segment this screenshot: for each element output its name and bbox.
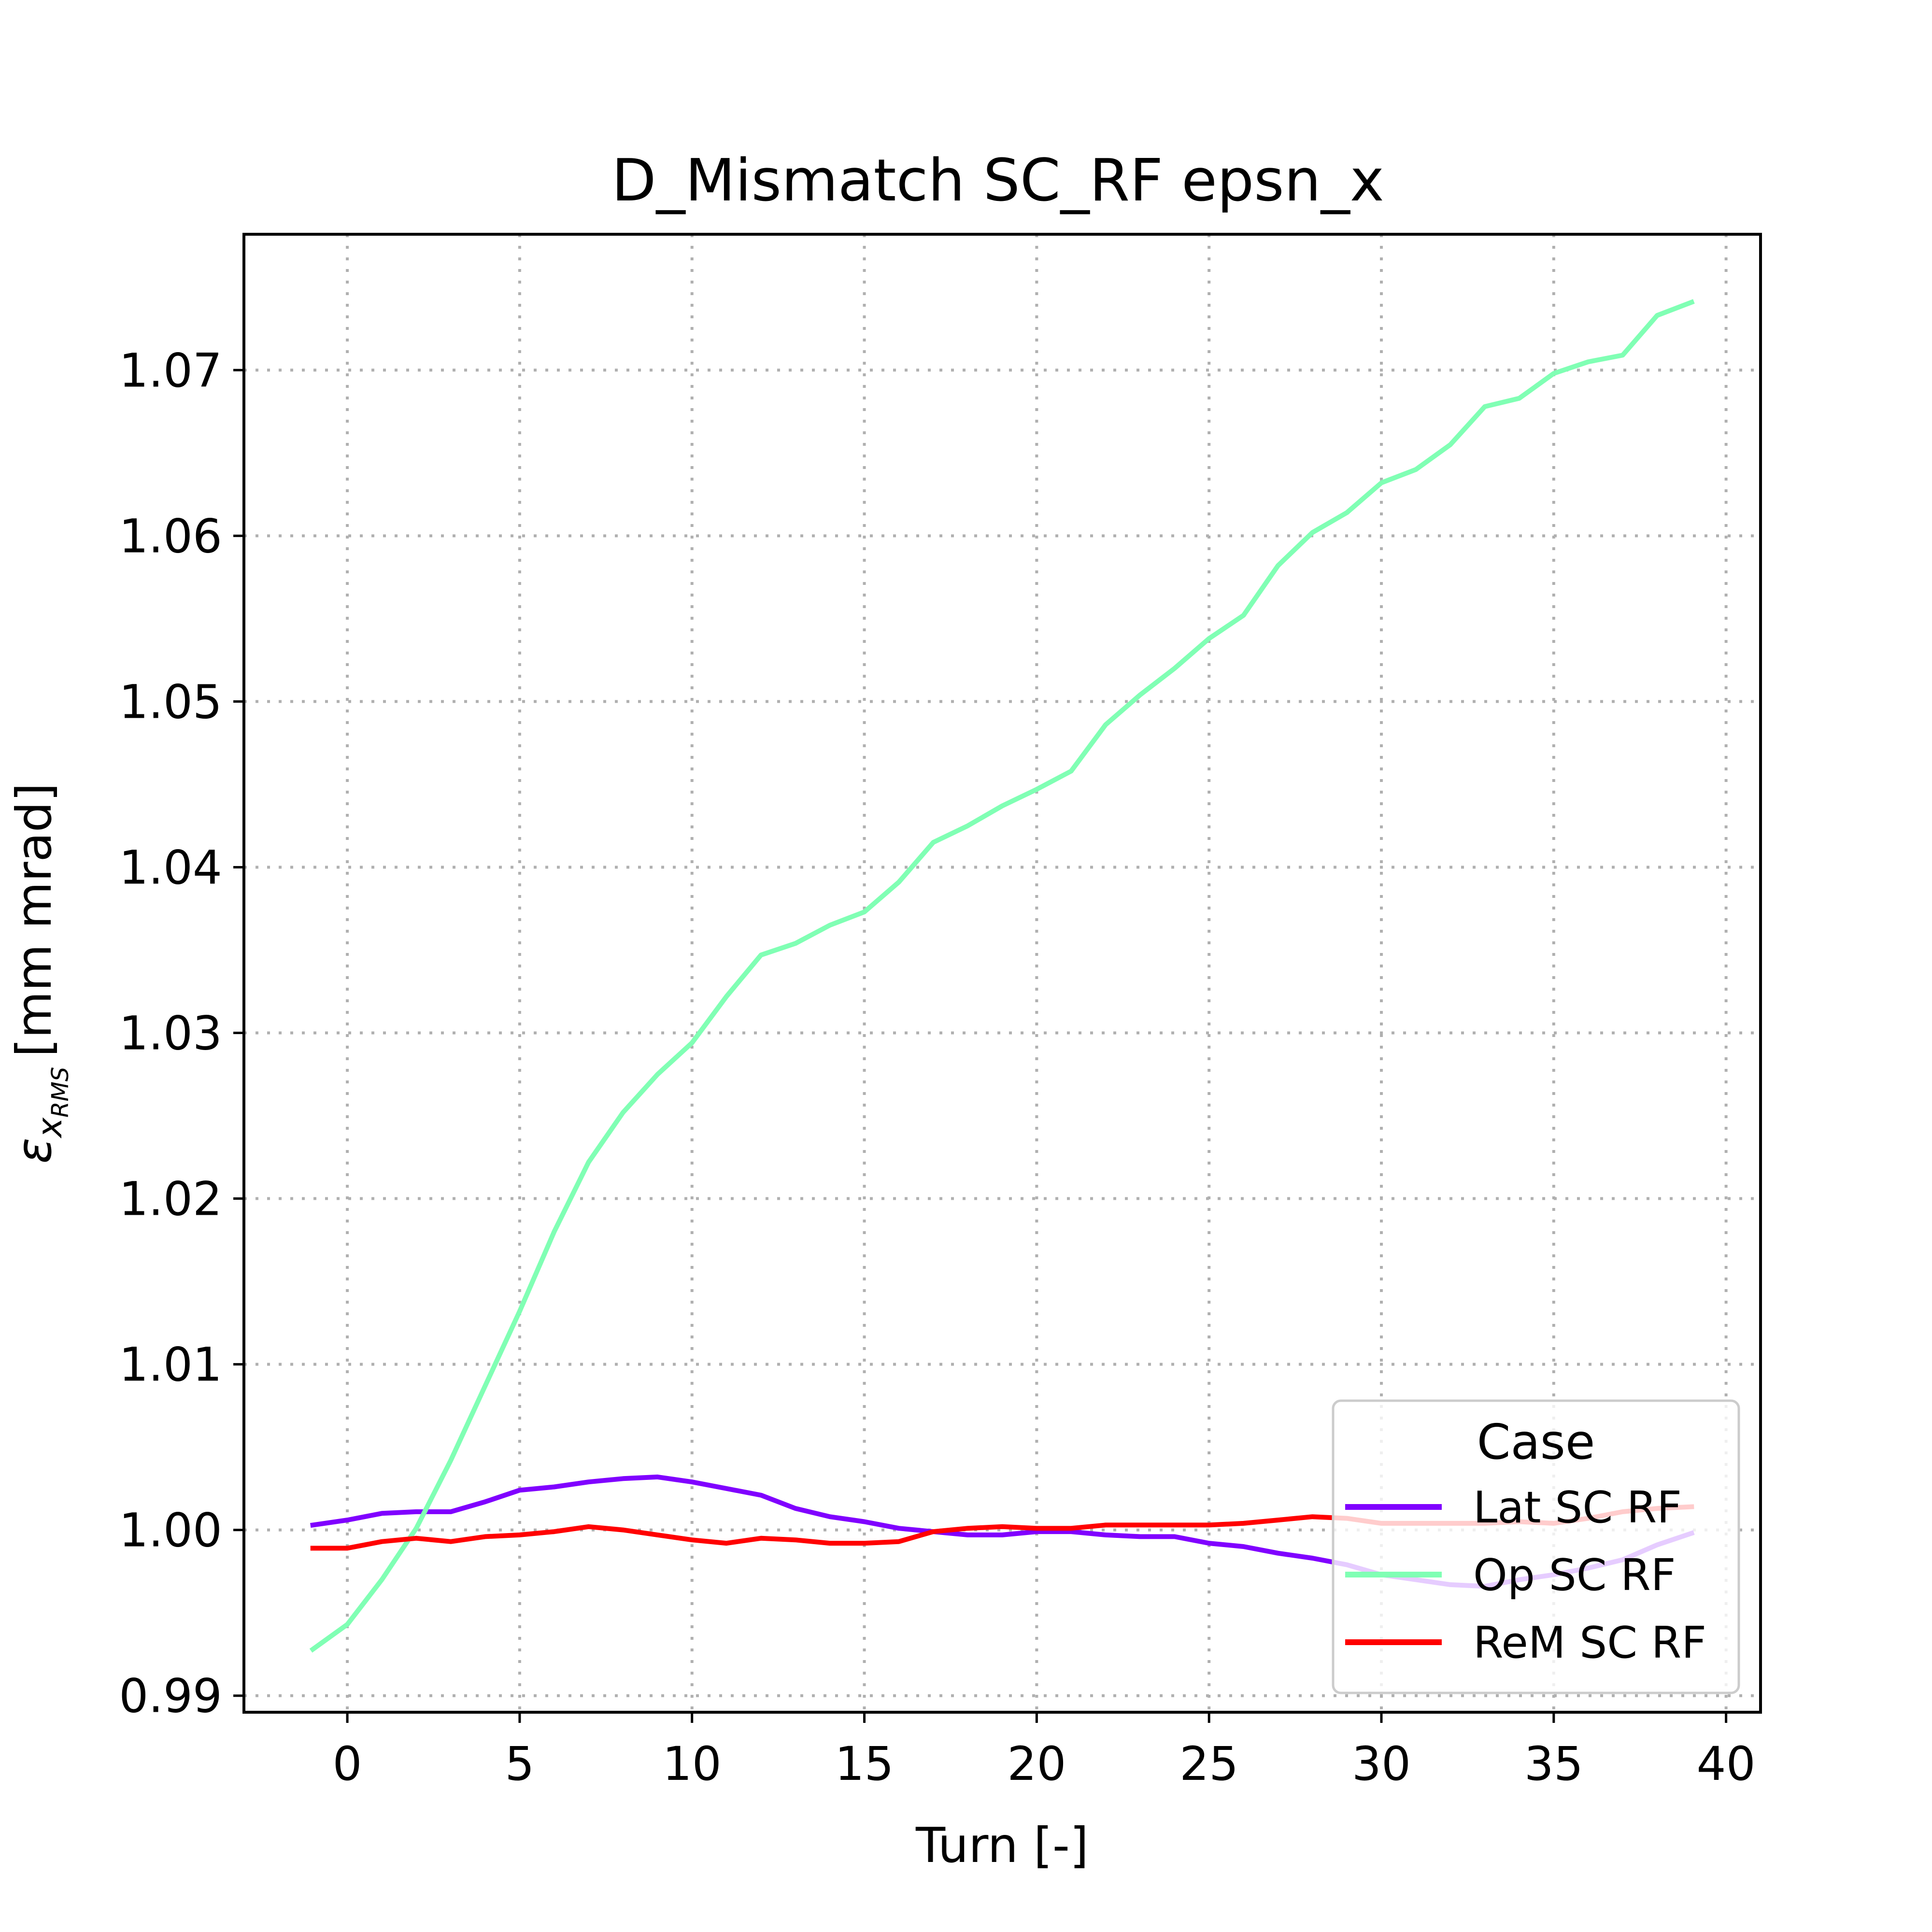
- svg-text:εxRMS[mm mrad]: εxRMS [mm mrad]: [6, 783, 74, 1164]
- y-tick-label: 1.00: [119, 1504, 222, 1558]
- y-tick-label: 1.06: [119, 509, 222, 563]
- y-axis-label-units: [mm mrad]: [6, 783, 62, 1057]
- x-axis-label: Turn [-]: [915, 1817, 1089, 1874]
- y-tick-label: 1.05: [119, 675, 222, 729]
- x-tick-label: 30: [1352, 1737, 1411, 1791]
- y-axis-label-sub: x: [30, 1117, 70, 1138]
- y-tick-label: 1.04: [119, 840, 222, 895]
- plot-frame: [242, 233, 1762, 1714]
- x-tick-label: 25: [1179, 1737, 1238, 1791]
- legend: Case Lat SC RF Op SC RF ReM SC RF: [1332, 1399, 1740, 1694]
- legend-label: Lat SC RF: [1473, 1482, 1682, 1533]
- y-tick-label: 1.03: [119, 1006, 222, 1060]
- series-line-1: [309, 299, 1695, 1653]
- y-axis-label-symbol: ε: [6, 1137, 62, 1164]
- y-axis-label-subsub: RMS: [47, 1067, 74, 1118]
- x-tick-label: 40: [1697, 1737, 1756, 1791]
- x-tick-label: 35: [1524, 1737, 1583, 1791]
- ticks: 0 5 10 15 20 25 30 35 40 0.99 1.00 1.01 1.02 1.03 1.04…: [119, 343, 1755, 1791]
- y-tick-label: 1.07: [119, 343, 222, 398]
- y-tick-label: 1.01: [119, 1338, 222, 1392]
- x-tick-label: 0: [333, 1737, 362, 1791]
- x-tick-label: 20: [1007, 1737, 1066, 1791]
- legend-label: Op SC RF: [1473, 1550, 1676, 1601]
- x-tick-label: 10: [663, 1737, 722, 1791]
- legend-label: ReM SC RF: [1473, 1618, 1706, 1668]
- legend-box: [1332, 1399, 1740, 1694]
- y-tick-label: 0.99: [119, 1669, 222, 1723]
- chart-title: D_Mismatch SC_RF epsn_x: [611, 147, 1384, 214]
- legend-title: Case: [1477, 1414, 1595, 1470]
- x-tick-label: 5: [505, 1737, 534, 1791]
- y-axis-label: εxRMS [mm mrad]: [6, 783, 74, 1164]
- x-tick-label: 15: [835, 1737, 894, 1791]
- y-tick-label: 1.02: [119, 1172, 222, 1226]
- legend-entries: Lat SC RF Op SC RF ReM SC RF: [1345, 1482, 1706, 1668]
